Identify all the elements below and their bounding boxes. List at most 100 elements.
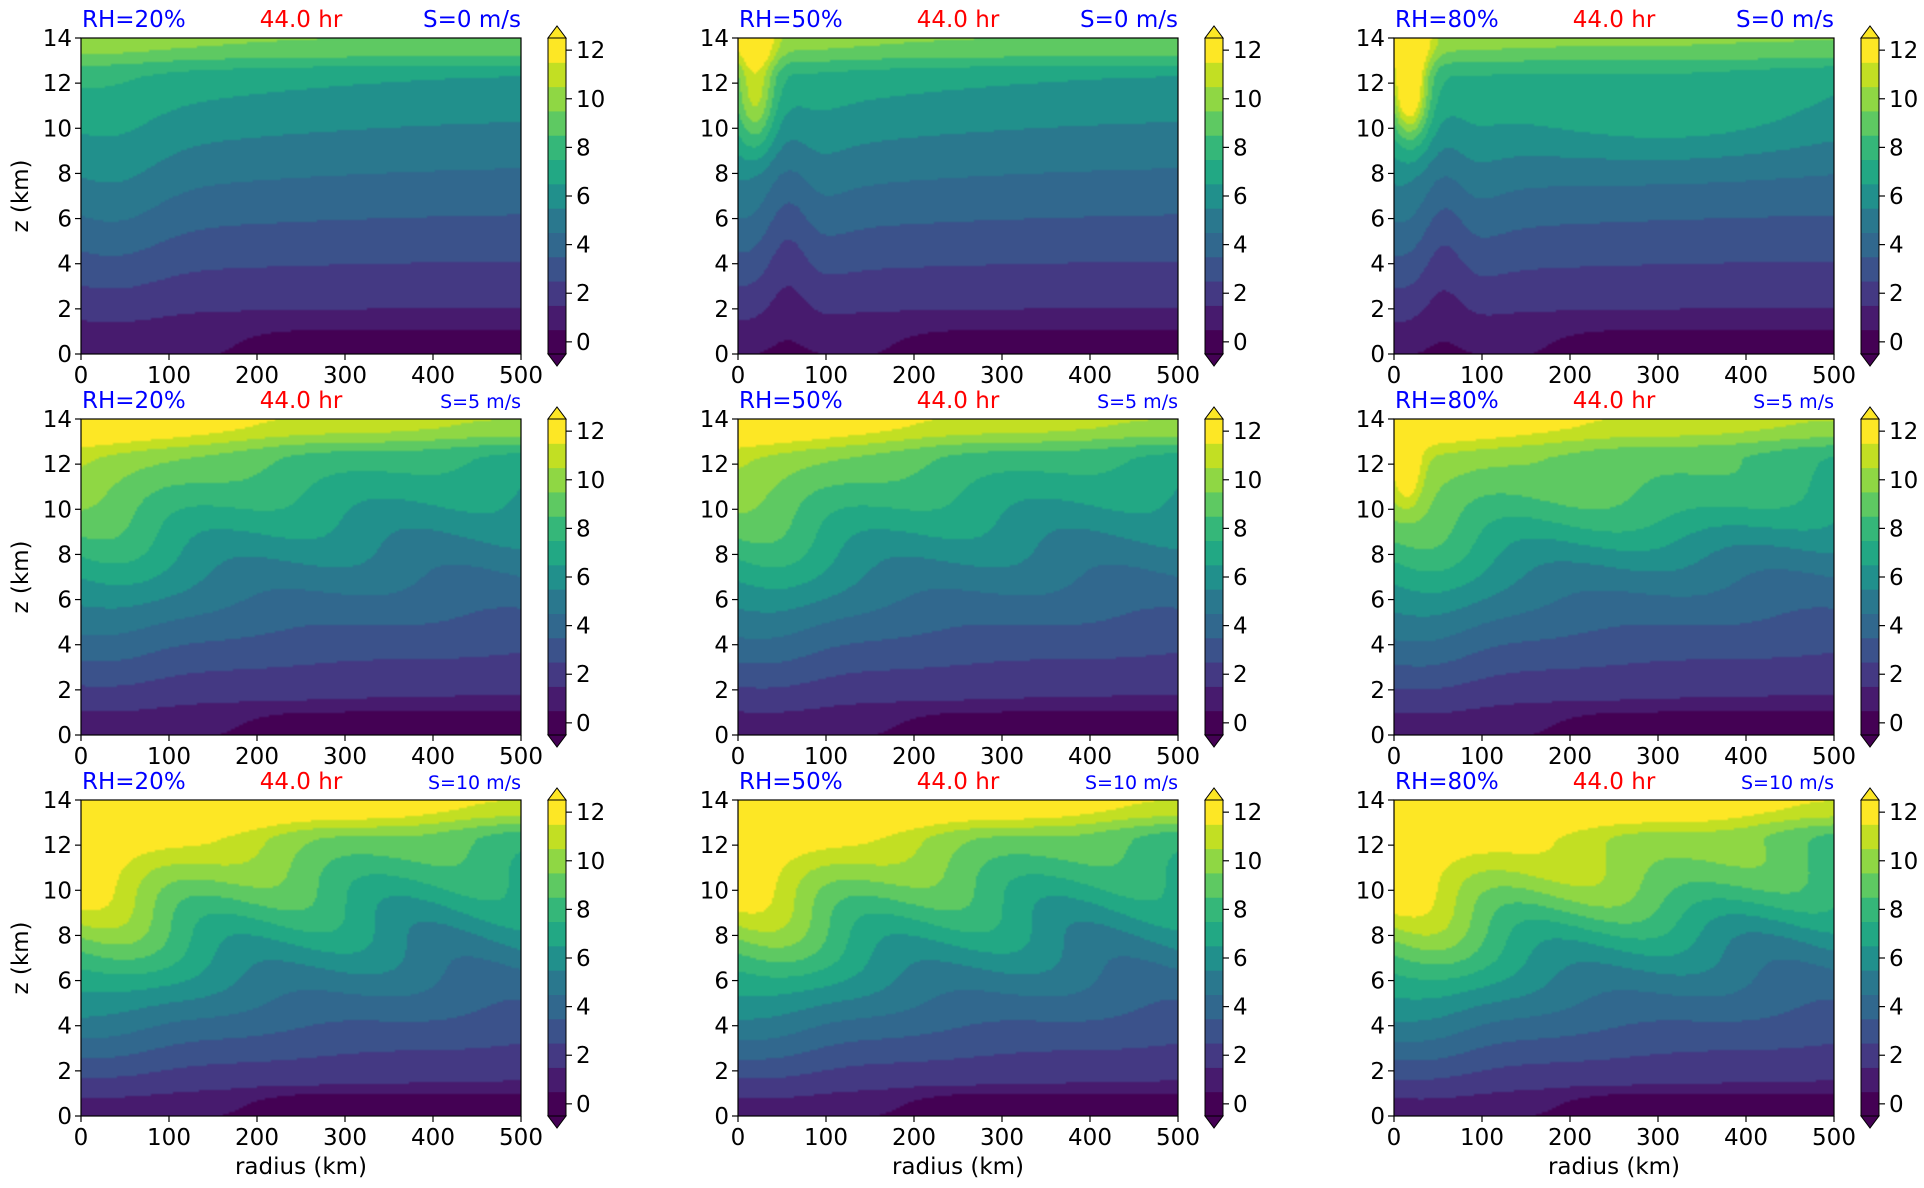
x-tick-label: 400	[1724, 1125, 1768, 1151]
y-tick-label: 14	[1356, 407, 1385, 433]
colorbar-segment	[548, 256, 566, 282]
y-tick-label: 12	[700, 833, 729, 859]
colorbar-segment	[1205, 921, 1223, 947]
x-tick-label: 300	[980, 744, 1024, 770]
contour-field	[738, 800, 1178, 1116]
colorbar-segment	[1205, 491, 1223, 517]
colorbar-tick-label: 2	[1889, 662, 1904, 688]
colorbar-tick-label: 8	[1233, 897, 1248, 923]
colorbar-tick-label: 6	[1889, 946, 1904, 972]
y-tick-label: 6	[714, 207, 729, 233]
colorbar-segment	[1861, 183, 1879, 209]
y-axis-label: z (km)	[8, 159, 34, 232]
colorbar-segment	[1205, 135, 1223, 161]
y-tick-label: 8	[57, 161, 72, 187]
colorbar-tick-label: 2	[1889, 1043, 1904, 1069]
y-tick-label: 12	[700, 71, 729, 97]
colorbar-segment	[1861, 897, 1879, 923]
y-tick-label: 0	[1370, 1104, 1385, 1130]
colorbar-tick-label: 12	[1889, 38, 1918, 64]
time-label: 44.0 hr	[1573, 769, 1656, 795]
colorbar-tick-label: 0	[1889, 1092, 1904, 1118]
colorbar: 0 2 4 6 8 10 12	[547, 25, 605, 367]
y-tick-label: 8	[1370, 161, 1385, 187]
y-tick-label: 4	[1370, 252, 1385, 278]
colorbar-segment	[1205, 710, 1223, 736]
y-tick-label: 2	[57, 678, 72, 704]
colorbar-segment	[548, 564, 566, 590]
y-tick-label: 2	[1370, 1059, 1385, 1085]
plot-frame	[737, 37, 1179, 355]
colorbar-segment	[1205, 994, 1223, 1020]
x-tick-label: 200	[235, 363, 279, 389]
colorbar-tick-label: 0	[1889, 711, 1904, 737]
y-tick-label: 6	[57, 207, 72, 233]
y-tick-label: 4	[1370, 1014, 1385, 1040]
x-axis-label: radius (km)	[1548, 1154, 1680, 1180]
rh-label: RH=80%	[1395, 769, 1499, 795]
colorbar-extend-max	[547, 787, 567, 801]
y-tick-label: 8	[1370, 923, 1385, 949]
colorbar-segment	[548, 1091, 566, 1117]
colorbar-tick-label: 6	[576, 184, 591, 210]
colorbar-extend-max	[1204, 787, 1224, 801]
y-tick-label: 2	[714, 678, 729, 704]
colorbar-tick-label: 6	[1889, 184, 1904, 210]
x-tick-label: 200	[1548, 744, 1592, 770]
y-tick-label: 12	[43, 833, 72, 859]
x-axis-label: radius (km)	[235, 1154, 367, 1180]
colorbar-segment	[1861, 848, 1879, 874]
colorbar-segment	[1205, 872, 1223, 898]
colorbar-segment	[1205, 848, 1223, 874]
x-tick-label: 400	[1724, 744, 1768, 770]
colorbar-segment	[548, 945, 566, 971]
plot-frame	[737, 799, 1179, 1117]
x-tick-label: 200	[892, 363, 936, 389]
colorbar-segment	[1861, 329, 1879, 355]
colorbar-tick-label: 0	[1233, 711, 1248, 737]
colorbar-segment	[1861, 921, 1879, 947]
y-tick-label: 2	[57, 1059, 72, 1085]
y-tick-label: 14	[43, 26, 72, 52]
colorbar-tick-label: 10	[1889, 87, 1918, 113]
colorbar-segment	[1861, 256, 1879, 282]
colorbar-tick-label: 4	[576, 614, 591, 640]
colorbar-tick-label: 0	[576, 1092, 591, 1118]
colorbar-segment	[1861, 637, 1879, 663]
time-label: 44.0 hr	[1573, 7, 1656, 33]
colorbar-tick-label: 0	[576, 330, 591, 356]
colorbar-segment	[1205, 800, 1223, 825]
x-tick-label: 500	[1156, 363, 1200, 389]
colorbar-segment	[548, 921, 566, 947]
colorbar-segment	[1861, 994, 1879, 1020]
colorbar-segment	[1205, 208, 1223, 233]
shear-label: S=5 m/s	[1753, 391, 1834, 413]
colorbar-tick-label: 2	[576, 662, 591, 688]
time-label: 44.0 hr	[260, 769, 343, 795]
rh-label: RH=50%	[739, 7, 843, 33]
colorbar-segment	[1205, 662, 1223, 687]
colorbar-segment	[1205, 86, 1223, 112]
colorbar-segment	[1205, 945, 1223, 971]
colorbar-segment	[548, 540, 566, 566]
colorbar-segment	[1861, 38, 1879, 63]
y-tick-label: 2	[714, 297, 729, 323]
colorbar-segment	[548, 662, 566, 687]
colorbar-tick-label: 2	[576, 281, 591, 307]
x-tick-label: 200	[1548, 1125, 1592, 1151]
colorbar-segment	[548, 686, 566, 712]
x-tick-label: 100	[147, 1125, 191, 1151]
x-tick-label: 0	[731, 363, 746, 389]
plot-frame	[1393, 418, 1835, 736]
y-tick-label: 12	[1356, 452, 1385, 478]
y-tick-label: 14	[1356, 788, 1385, 814]
x-tick-label: 400	[411, 1125, 455, 1151]
y-tick-label: 4	[57, 633, 72, 659]
colorbar: 0 2 4 6 8 10 12	[1860, 25, 1918, 367]
colorbar-segment	[1861, 564, 1879, 590]
colorbar-segment	[548, 637, 566, 663]
x-tick-label: 100	[804, 1125, 848, 1151]
y-tick-label: 4	[57, 252, 72, 278]
